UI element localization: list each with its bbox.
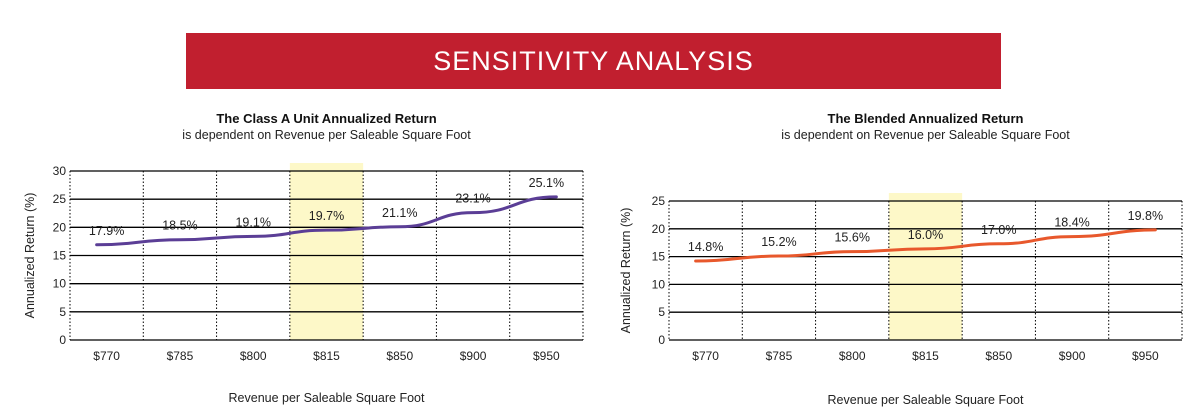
y-axis-title: Annualized Return (%) <box>619 208 633 334</box>
page-title: SENSITIVITY ANALYSIS <box>433 45 754 76</box>
data-label: 19.8% <box>1128 209 1163 223</box>
data-label: 25.1% <box>529 176 564 190</box>
data-label: 19.1% <box>235 215 270 229</box>
chart-subtitle: is dependent on Revenue per Saleable Squ… <box>182 128 471 142</box>
x-tick-label: $770 <box>93 349 120 363</box>
y-tick-label: 25 <box>53 192 67 206</box>
x-tick-label: $900 <box>460 349 487 363</box>
y-tick-label: 5 <box>59 305 66 319</box>
x-tick-label: $950 <box>533 349 560 363</box>
x-axis-title: Revenue per Saleable Square Foot <box>229 391 425 405</box>
data-label: 21.1% <box>382 206 417 220</box>
x-tick-label: $900 <box>1059 349 1086 363</box>
data-label: 17.0% <box>981 223 1016 237</box>
data-label: 19.7% <box>309 209 344 223</box>
x-tick-label: $785 <box>167 349 194 363</box>
highlight-column <box>888 193 963 340</box>
x-tick-label: $785 <box>766 349 793 363</box>
chart-subtitle: is dependent on Revenue per Saleable Squ… <box>781 128 1070 142</box>
x-tick-label: $770 <box>692 349 719 363</box>
y-axis-title: Annualized Return (%) <box>23 193 37 319</box>
data-label: 15.2% <box>761 235 796 249</box>
x-axis-title: Revenue per Saleable Square Foot <box>828 393 1024 407</box>
y-tick-label: 25 <box>652 194 666 208</box>
chart-title: The Blended Annualized Return <box>828 111 1024 126</box>
highlight-column <box>289 163 364 340</box>
series-line <box>95 195 558 247</box>
data-label: 18.5% <box>162 219 197 233</box>
x-tick-label: $800 <box>839 349 866 363</box>
x-tick-label: $815 <box>313 349 340 363</box>
y-tick-label: 0 <box>59 333 66 347</box>
y-tick-label: 15 <box>53 249 67 263</box>
y-tick-label: 30 <box>53 164 67 178</box>
x-tick-label: $950 <box>1132 349 1159 363</box>
data-label: 17.9% <box>89 224 124 238</box>
x-tick-label: $815 <box>912 349 939 363</box>
y-tick-label: 20 <box>652 222 666 236</box>
chart-title: The Class A Unit Annualized Return <box>216 111 436 126</box>
series-line <box>694 228 1157 263</box>
x-tick-label: $850 <box>386 349 413 363</box>
y-tick-label: 15 <box>652 250 666 264</box>
data-label: 14.8% <box>688 240 723 254</box>
x-tick-label: $800 <box>240 349 267 363</box>
data-label: 16.0% <box>908 228 943 242</box>
y-tick-label: 10 <box>652 277 666 291</box>
y-tick-label: 5 <box>658 305 665 319</box>
data-label: 23.1% <box>455 192 490 206</box>
x-tick-label: $850 <box>985 349 1012 363</box>
title-banner: SENSITIVITY ANALYSIS <box>186 33 1001 89</box>
y-tick-label: 0 <box>658 333 665 347</box>
y-tick-label: 10 <box>53 277 67 291</box>
y-tick-label: 20 <box>53 220 67 234</box>
data-label: 15.6% <box>834 231 869 245</box>
data-label: 18.4% <box>1054 216 1089 230</box>
